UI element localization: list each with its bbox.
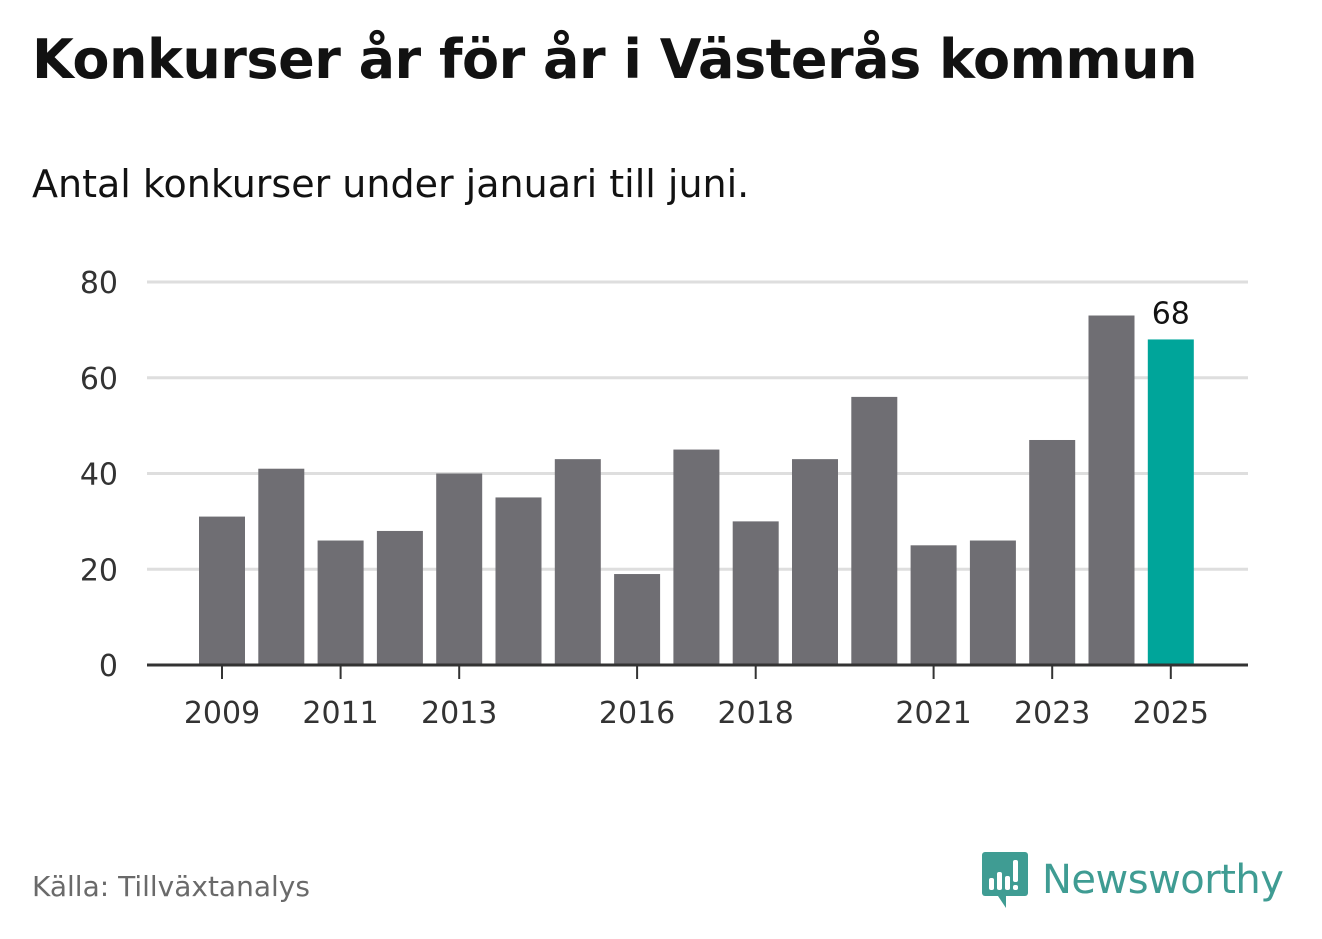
x-tick-label: 2011 bbox=[302, 696, 378, 731]
bar bbox=[376, 530, 423, 665]
bar bbox=[258, 468, 305, 665]
x-tick-label: 2023 bbox=[1014, 696, 1090, 731]
bar bbox=[673, 449, 720, 665]
bar bbox=[495, 497, 542, 665]
y-tick-label: 0 bbox=[99, 649, 118, 684]
bar bbox=[969, 540, 1016, 665]
chart-title: Konkurser år för år i Västerås kommun bbox=[32, 28, 1198, 91]
y-tick-label: 20 bbox=[80, 553, 118, 588]
y-tick-label: 60 bbox=[80, 362, 118, 397]
bar bbox=[732, 521, 779, 665]
bar bbox=[1088, 315, 1135, 665]
x-tick-label: 2021 bbox=[895, 696, 971, 731]
x-tick-label: 2009 bbox=[184, 696, 260, 731]
bars bbox=[199, 315, 1194, 665]
bar bbox=[910, 545, 957, 665]
y-tick-label: 80 bbox=[80, 266, 118, 301]
x-tick-label: 2016 bbox=[599, 696, 675, 731]
bar bbox=[436, 473, 483, 665]
axes bbox=[147, 663, 1248, 679]
bar bbox=[1029, 439, 1076, 665]
bar bbox=[199, 516, 245, 665]
labels: 0 20 40 60 80 2009 2011 2013 2016 2018 2021 2023 202… bbox=[80, 266, 1209, 731]
bar bbox=[614, 574, 661, 665]
x-tick-label: 2018 bbox=[718, 696, 794, 731]
x-tick-label: 2025 bbox=[1133, 696, 1209, 731]
y-tick-label: 40 bbox=[80, 458, 118, 493]
chart-subtitle: Antal konkurser under januari till juni. bbox=[32, 162, 750, 206]
brand-logo: Newsworthy bbox=[980, 848, 1284, 912]
data-label: 68 bbox=[1152, 296, 1190, 331]
bar bbox=[554, 459, 601, 665]
bar bbox=[1147, 339, 1194, 665]
bar bbox=[317, 540, 364, 665]
x-tick-label: 2013 bbox=[421, 696, 497, 731]
newsworthy-logo-icon bbox=[982, 852, 1028, 908]
source-note: Källa: Tillväxtanalys bbox=[32, 870, 310, 903]
brand-name: Newsworthy bbox=[1042, 857, 1284, 903]
bar bbox=[792, 459, 838, 665]
bar bbox=[851, 396, 898, 665]
bar-chart: 0 20 40 60 80 2009 2011 2013 2016 2018 2021 2023 202… bbox=[80, 266, 1248, 731]
